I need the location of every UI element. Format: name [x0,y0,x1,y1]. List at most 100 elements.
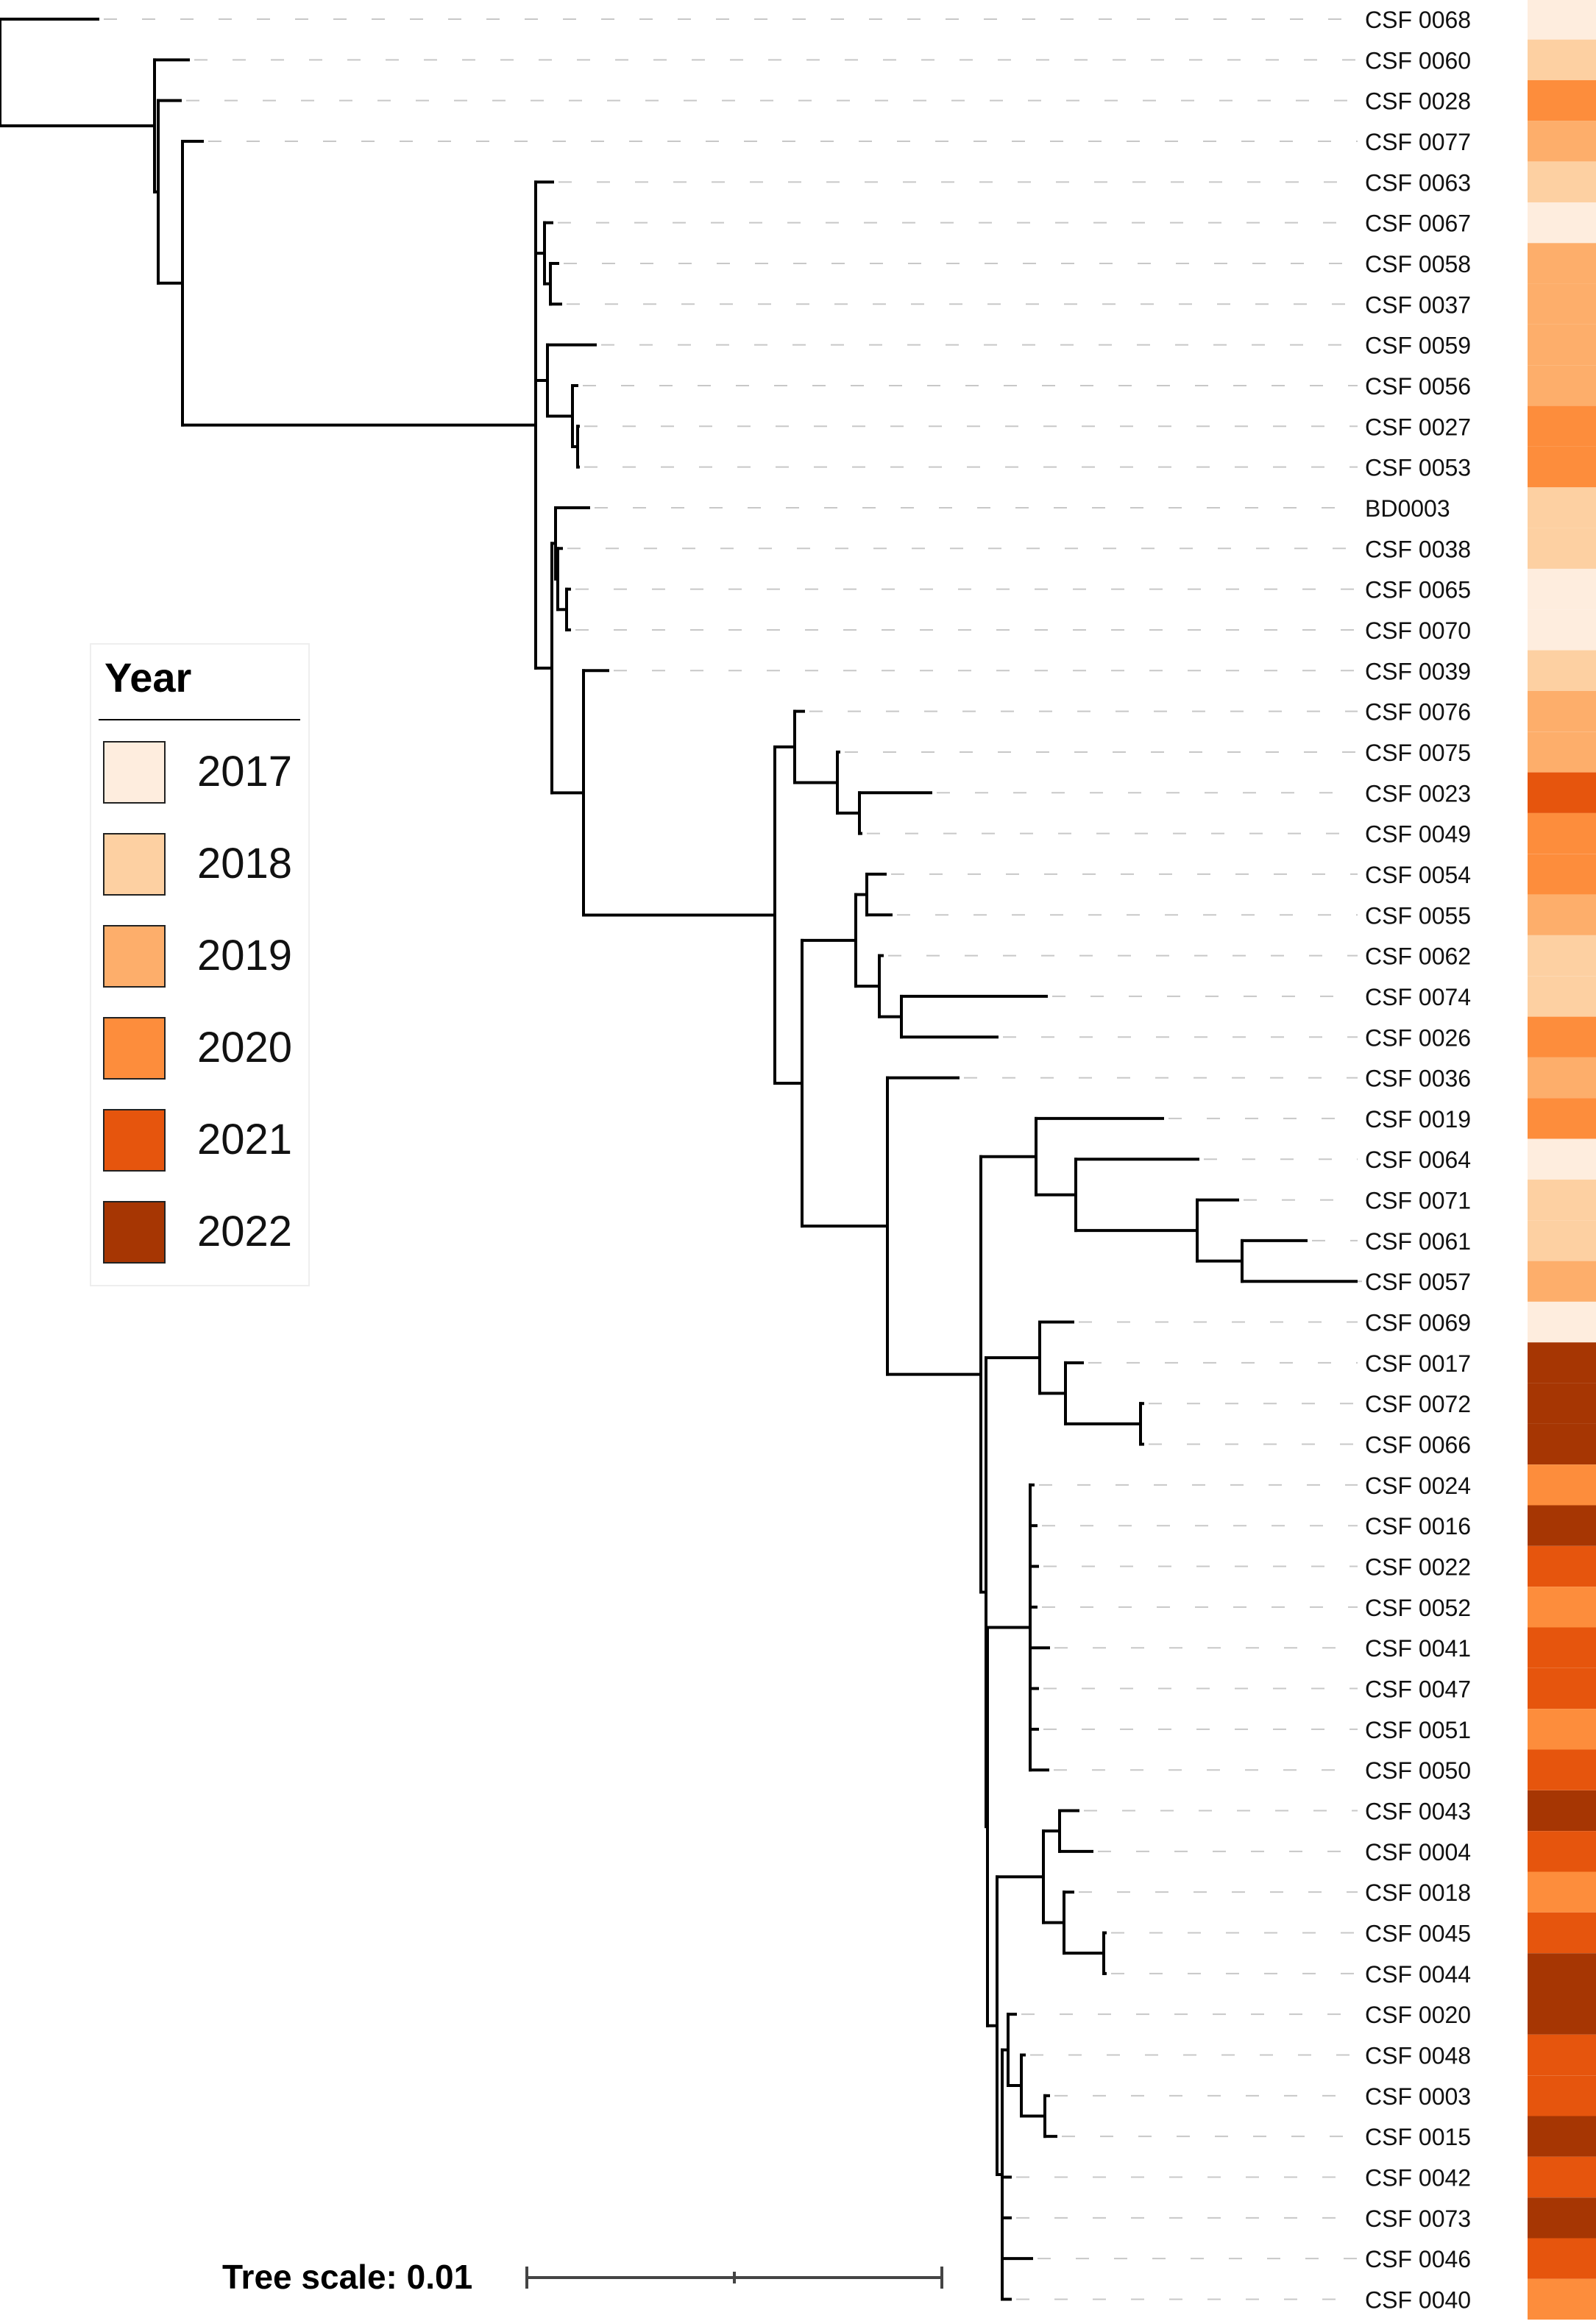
year-cell [1528,1179,1596,1221]
leaf-label: CSF 0045 [1365,1921,1471,1947]
year-cell [1528,0,1596,40]
year-cell [1528,405,1596,447]
year-cell [1528,854,1596,895]
year-cell [1528,1994,1596,2035]
year-cell [1528,161,1596,202]
leaf-label: CSF 0067 [1365,210,1471,237]
leaf-label: CSF 0070 [1365,617,1471,644]
leaf-label: CSF 0072 [1365,1391,1471,1417]
year-cell [1528,1587,1596,1628]
leaf-label: CSF 0057 [1365,1269,1471,1295]
tree-scale-label: Tree scale: 0.01 [222,2258,472,2296]
year-cell [1528,935,1596,977]
leaf-label: CSF 0073 [1365,2205,1471,2232]
leaf-label: CSF 0023 [1365,780,1471,807]
leaf-label: BD0003 [1365,495,1450,522]
year-cell [1528,2075,1596,2116]
leaf-label: CSF 0058 [1365,251,1471,277]
year-cell [1528,487,1596,528]
leaf-label: CSF 0050 [1365,1757,1471,1784]
year-cell [1528,1383,1596,1424]
leaf-label: CSF 0071 [1365,1188,1471,1214]
year-cell [1528,1261,1596,1302]
leaf-label: CSF 0051 [1365,1717,1471,1743]
leaf-label: CSF 0049 [1365,821,1471,848]
leaf-label: CSF 0061 [1365,1228,1471,1255]
year-cell [1528,243,1596,284]
leaf-label: CSF 0062 [1365,943,1471,970]
legend-swatch [103,1201,166,1264]
year-cell [1528,80,1596,121]
leaf-label: CSF 0041 [1365,1635,1471,1662]
year-cell [1528,2238,1596,2279]
legend-items: 2017 2018 2019 2020 2021 2022 [103,741,292,1264]
leaf-label: CSF 0060 [1365,47,1471,74]
year-cell [1528,2197,1596,2239]
year-cell [1528,1342,1596,1383]
leaf-guide-lines [104,18,1362,2300]
year-cell [1528,2278,1596,2320]
year-cell [1528,121,1596,162]
leaf-label: CSF 0036 [1365,1066,1471,1092]
year-cell [1528,1423,1596,1465]
legend-title: Year [104,654,191,701]
leaf-label: CSF 0056 [1365,373,1471,400]
leaf-labels: CSF 0068 CSF 0060 CSF 0028 CSF 0077 CSF 0063… [1365,7,1471,2313]
leaf-label: CSF 0048 [1365,2043,1471,2069]
year-cell [1528,1545,1596,1587]
tree-scale: Tree scale: 0.01 [222,2258,943,2296]
legend-swatch [103,741,166,804]
legend-swatch [103,1109,166,1172]
leaf-label: CSF 0063 [1365,169,1471,196]
year-cell [1528,772,1596,813]
leaf-label: CSF 0028 [1365,88,1471,115]
leaf-label: CSF 0046 [1365,2246,1471,2272]
legend-swatch [103,833,166,896]
year-cell [1528,1301,1596,1343]
year-cell [1528,1138,1596,1180]
leaf-label: CSF 0059 [1365,333,1471,359]
leaf-label: CSF 0075 [1365,740,1471,766]
legend-label: 2018 [197,840,292,887]
year-cell [1528,1464,1596,1506]
leaf-label: CSF 0074 [1365,984,1471,1010]
legend-label: 2022 [197,1208,292,1255]
legend-swatch [103,925,166,988]
leaf-label: CSF 0015 [1365,2124,1471,2150]
year-cell [1528,365,1596,406]
year-legend: Year 2017 2018 2019 2020 2021 2022 [90,643,310,1286]
tree-branches [0,18,1358,2301]
year-cell [1528,894,1596,935]
year-cell [1528,650,1596,691]
leaf-label: CSF 0024 [1365,1473,1471,1499]
legend-label: 2017 [197,748,292,795]
year-cell [1528,569,1596,610]
leaf-label: CSF 0020 [1365,2002,1471,2028]
legend-swatch [103,1017,166,1080]
leaf-label: CSF 0064 [1365,1147,1471,1173]
year-cell [1528,1668,1596,1709]
year-cell [1528,1057,1596,1099]
legend-label: 2019 [197,932,292,979]
leaf-label: CSF 0018 [1365,1879,1471,1906]
leaf-label: CSF 0052 [1365,1595,1471,1621]
leaf-label: CSF 0004 [1365,1839,1471,1865]
leaf-label: CSF 0076 [1365,699,1471,726]
tree-scale-bar [525,2267,943,2289]
year-cell [1528,1953,1596,1994]
year-cell [1528,2116,1596,2157]
leaf-label: CSF 0022 [1365,1554,1471,1581]
year-cell [1528,283,1596,325]
leaf-label: CSF 0053 [1365,455,1471,481]
year-cell [1528,1871,1596,1913]
leaf-label: CSF 0016 [1365,1513,1471,1539]
year-cell [1528,202,1596,244]
year-cell [1528,1098,1596,1139]
leaf-label: CSF 0043 [1365,1799,1471,1825]
leaf-label: CSF 0027 [1365,414,1471,440]
leaf-label: CSF 0077 [1365,129,1471,155]
year-cell [1528,1220,1596,1261]
year-color-strip [1528,0,1596,2320]
year-cell [1528,812,1596,854]
